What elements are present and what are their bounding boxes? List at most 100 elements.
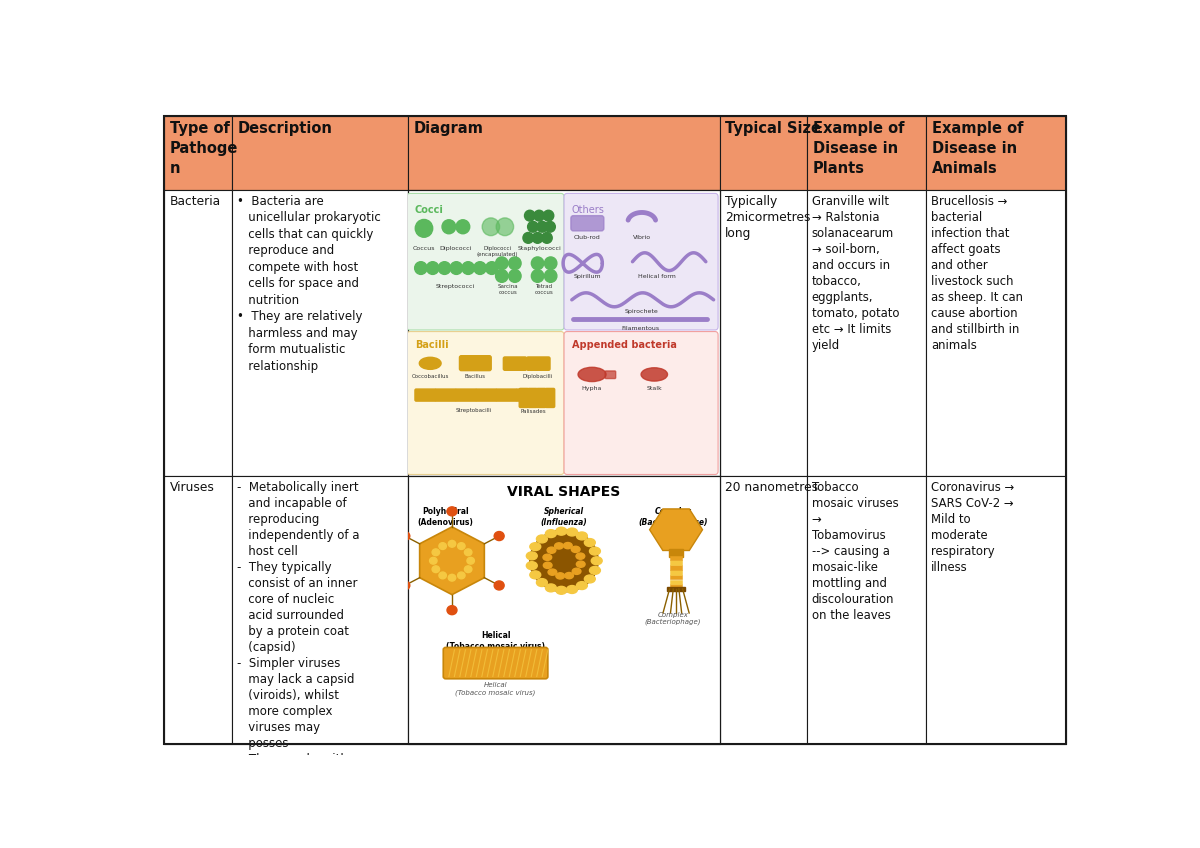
Polygon shape bbox=[649, 509, 702, 550]
Ellipse shape bbox=[592, 557, 602, 565]
Ellipse shape bbox=[566, 528, 577, 536]
FancyBboxPatch shape bbox=[436, 389, 456, 401]
Circle shape bbox=[457, 543, 466, 550]
Text: Bacteria: Bacteria bbox=[169, 195, 221, 208]
Bar bbox=[926, 476, 1066, 745]
FancyBboxPatch shape bbox=[407, 193, 564, 330]
Text: Streptobacilli: Streptobacilli bbox=[456, 408, 492, 413]
Circle shape bbox=[496, 270, 508, 282]
Bar bbox=[926, 116, 1066, 190]
Ellipse shape bbox=[530, 543, 541, 550]
Text: Complex
(Bacteriophage): Complex (Bacteriophage) bbox=[644, 611, 701, 625]
Text: Diplobacilli: Diplobacilli bbox=[522, 375, 553, 379]
Bar bbox=[670, 584, 683, 589]
Bar bbox=[667, 588, 685, 591]
Circle shape bbox=[439, 543, 446, 550]
Ellipse shape bbox=[572, 568, 581, 574]
Text: Bacillus: Bacillus bbox=[464, 375, 486, 379]
Circle shape bbox=[544, 210, 553, 221]
Text: Spirillum: Spirillum bbox=[574, 275, 601, 279]
FancyBboxPatch shape bbox=[528, 388, 538, 407]
Text: Example of
Disease in
Plants: Example of Disease in Plants bbox=[812, 120, 905, 176]
Circle shape bbox=[494, 581, 504, 590]
Circle shape bbox=[449, 540, 456, 547]
Ellipse shape bbox=[556, 586, 566, 594]
Text: Spirochete: Spirochete bbox=[625, 310, 659, 315]
Circle shape bbox=[532, 257, 544, 270]
Ellipse shape bbox=[565, 572, 574, 578]
Circle shape bbox=[509, 270, 521, 282]
Circle shape bbox=[541, 232, 552, 243]
Circle shape bbox=[496, 218, 514, 236]
Text: Diagram: Diagram bbox=[414, 120, 484, 136]
Bar bbox=[232, 116, 408, 190]
Circle shape bbox=[415, 220, 433, 237]
Ellipse shape bbox=[530, 571, 541, 579]
Ellipse shape bbox=[527, 552, 538, 560]
Ellipse shape bbox=[584, 575, 595, 583]
FancyBboxPatch shape bbox=[460, 355, 491, 371]
Bar bbox=[164, 476, 232, 745]
Text: Coccus: Coccus bbox=[413, 246, 436, 251]
FancyBboxPatch shape bbox=[475, 389, 497, 401]
Text: Viruses: Viruses bbox=[169, 481, 215, 494]
Text: •  Bacteria are
   unicellular prokaryotic
   cells that can quickly
   reproduc: • Bacteria are unicellular prokaryotic c… bbox=[236, 195, 380, 373]
Text: Description: Description bbox=[238, 120, 332, 136]
FancyBboxPatch shape bbox=[407, 332, 564, 475]
Ellipse shape bbox=[566, 585, 577, 594]
FancyBboxPatch shape bbox=[564, 332, 718, 475]
Ellipse shape bbox=[564, 543, 572, 549]
Text: Filamentous: Filamentous bbox=[622, 326, 659, 332]
FancyBboxPatch shape bbox=[443, 647, 548, 678]
Text: Polyhedral
(Adenovirus): Polyhedral (Adenovirus) bbox=[418, 507, 474, 527]
Ellipse shape bbox=[547, 547, 556, 553]
Bar bbox=[720, 116, 808, 190]
Circle shape bbox=[432, 566, 439, 572]
Circle shape bbox=[432, 549, 439, 555]
Text: Granville wilt
→ Ralstonia
solanacearum
→ soil-born,
and occurs in
tobacco,
eggp: Granville wilt → Ralstonia solanacearum … bbox=[811, 195, 899, 352]
Ellipse shape bbox=[589, 547, 600, 555]
Polygon shape bbox=[420, 527, 485, 594]
Ellipse shape bbox=[584, 538, 595, 546]
Circle shape bbox=[464, 549, 472, 555]
Circle shape bbox=[426, 262, 439, 275]
Circle shape bbox=[449, 574, 456, 581]
Bar bbox=[808, 190, 926, 476]
Text: Coronavirus →
SARS CoV-2 →
Mild to
moderate
respiratory
illness: Coronavirus → SARS CoV-2 → Mild to moder… bbox=[931, 481, 1014, 573]
Circle shape bbox=[456, 220, 469, 234]
Ellipse shape bbox=[578, 367, 606, 382]
Text: Bacilli: Bacilli bbox=[415, 339, 449, 349]
Bar bbox=[164, 190, 232, 476]
Circle shape bbox=[509, 257, 521, 270]
Text: -  Metabolically inert
   and incapable of
   reproducing
   independently of a
: - Metabolically inert and incapable of r… bbox=[236, 481, 360, 782]
Bar bbox=[720, 190, 808, 476]
Text: Helical form: Helical form bbox=[638, 275, 677, 279]
Circle shape bbox=[415, 262, 427, 275]
Bar bbox=[808, 116, 926, 190]
Bar bbox=[808, 476, 926, 745]
FancyBboxPatch shape bbox=[496, 389, 517, 401]
Ellipse shape bbox=[571, 546, 580, 552]
Circle shape bbox=[524, 210, 535, 221]
Text: Helical
(Tobacco mosaic virus): Helical (Tobacco mosaic virus) bbox=[446, 632, 545, 650]
FancyBboxPatch shape bbox=[415, 389, 436, 401]
Text: Complex
(Bacteriophage): Complex (Bacteriophage) bbox=[638, 507, 708, 527]
Text: Diplococci
(encapsulated): Diplococci (encapsulated) bbox=[476, 246, 518, 257]
Circle shape bbox=[545, 221, 556, 232]
Circle shape bbox=[439, 572, 446, 579]
Circle shape bbox=[448, 605, 457, 615]
FancyBboxPatch shape bbox=[520, 388, 528, 407]
Circle shape bbox=[442, 220, 456, 234]
Text: Example of
Disease in
Animals: Example of Disease in Animals bbox=[932, 120, 1024, 176]
Text: Club-rod: Club-rod bbox=[574, 235, 601, 240]
Text: Tobacco
mosaic viruses
→
Tobamovirus
--> causing a
mosaic-like
mottling and
disc: Tobacco mosaic viruses → Tobamovirus -->… bbox=[811, 481, 899, 622]
Bar bbox=[670, 561, 683, 565]
Text: Appended bacteria: Appended bacteria bbox=[572, 339, 677, 349]
Circle shape bbox=[534, 210, 545, 221]
Text: Sarcina
coccus: Sarcina coccus bbox=[498, 284, 518, 295]
Text: Hypha: Hypha bbox=[582, 386, 602, 391]
Ellipse shape bbox=[576, 553, 584, 560]
Bar bbox=[408, 190, 720, 476]
Text: Coccobacillus: Coccobacillus bbox=[412, 375, 449, 379]
Text: Diplococci: Diplococci bbox=[439, 246, 472, 251]
